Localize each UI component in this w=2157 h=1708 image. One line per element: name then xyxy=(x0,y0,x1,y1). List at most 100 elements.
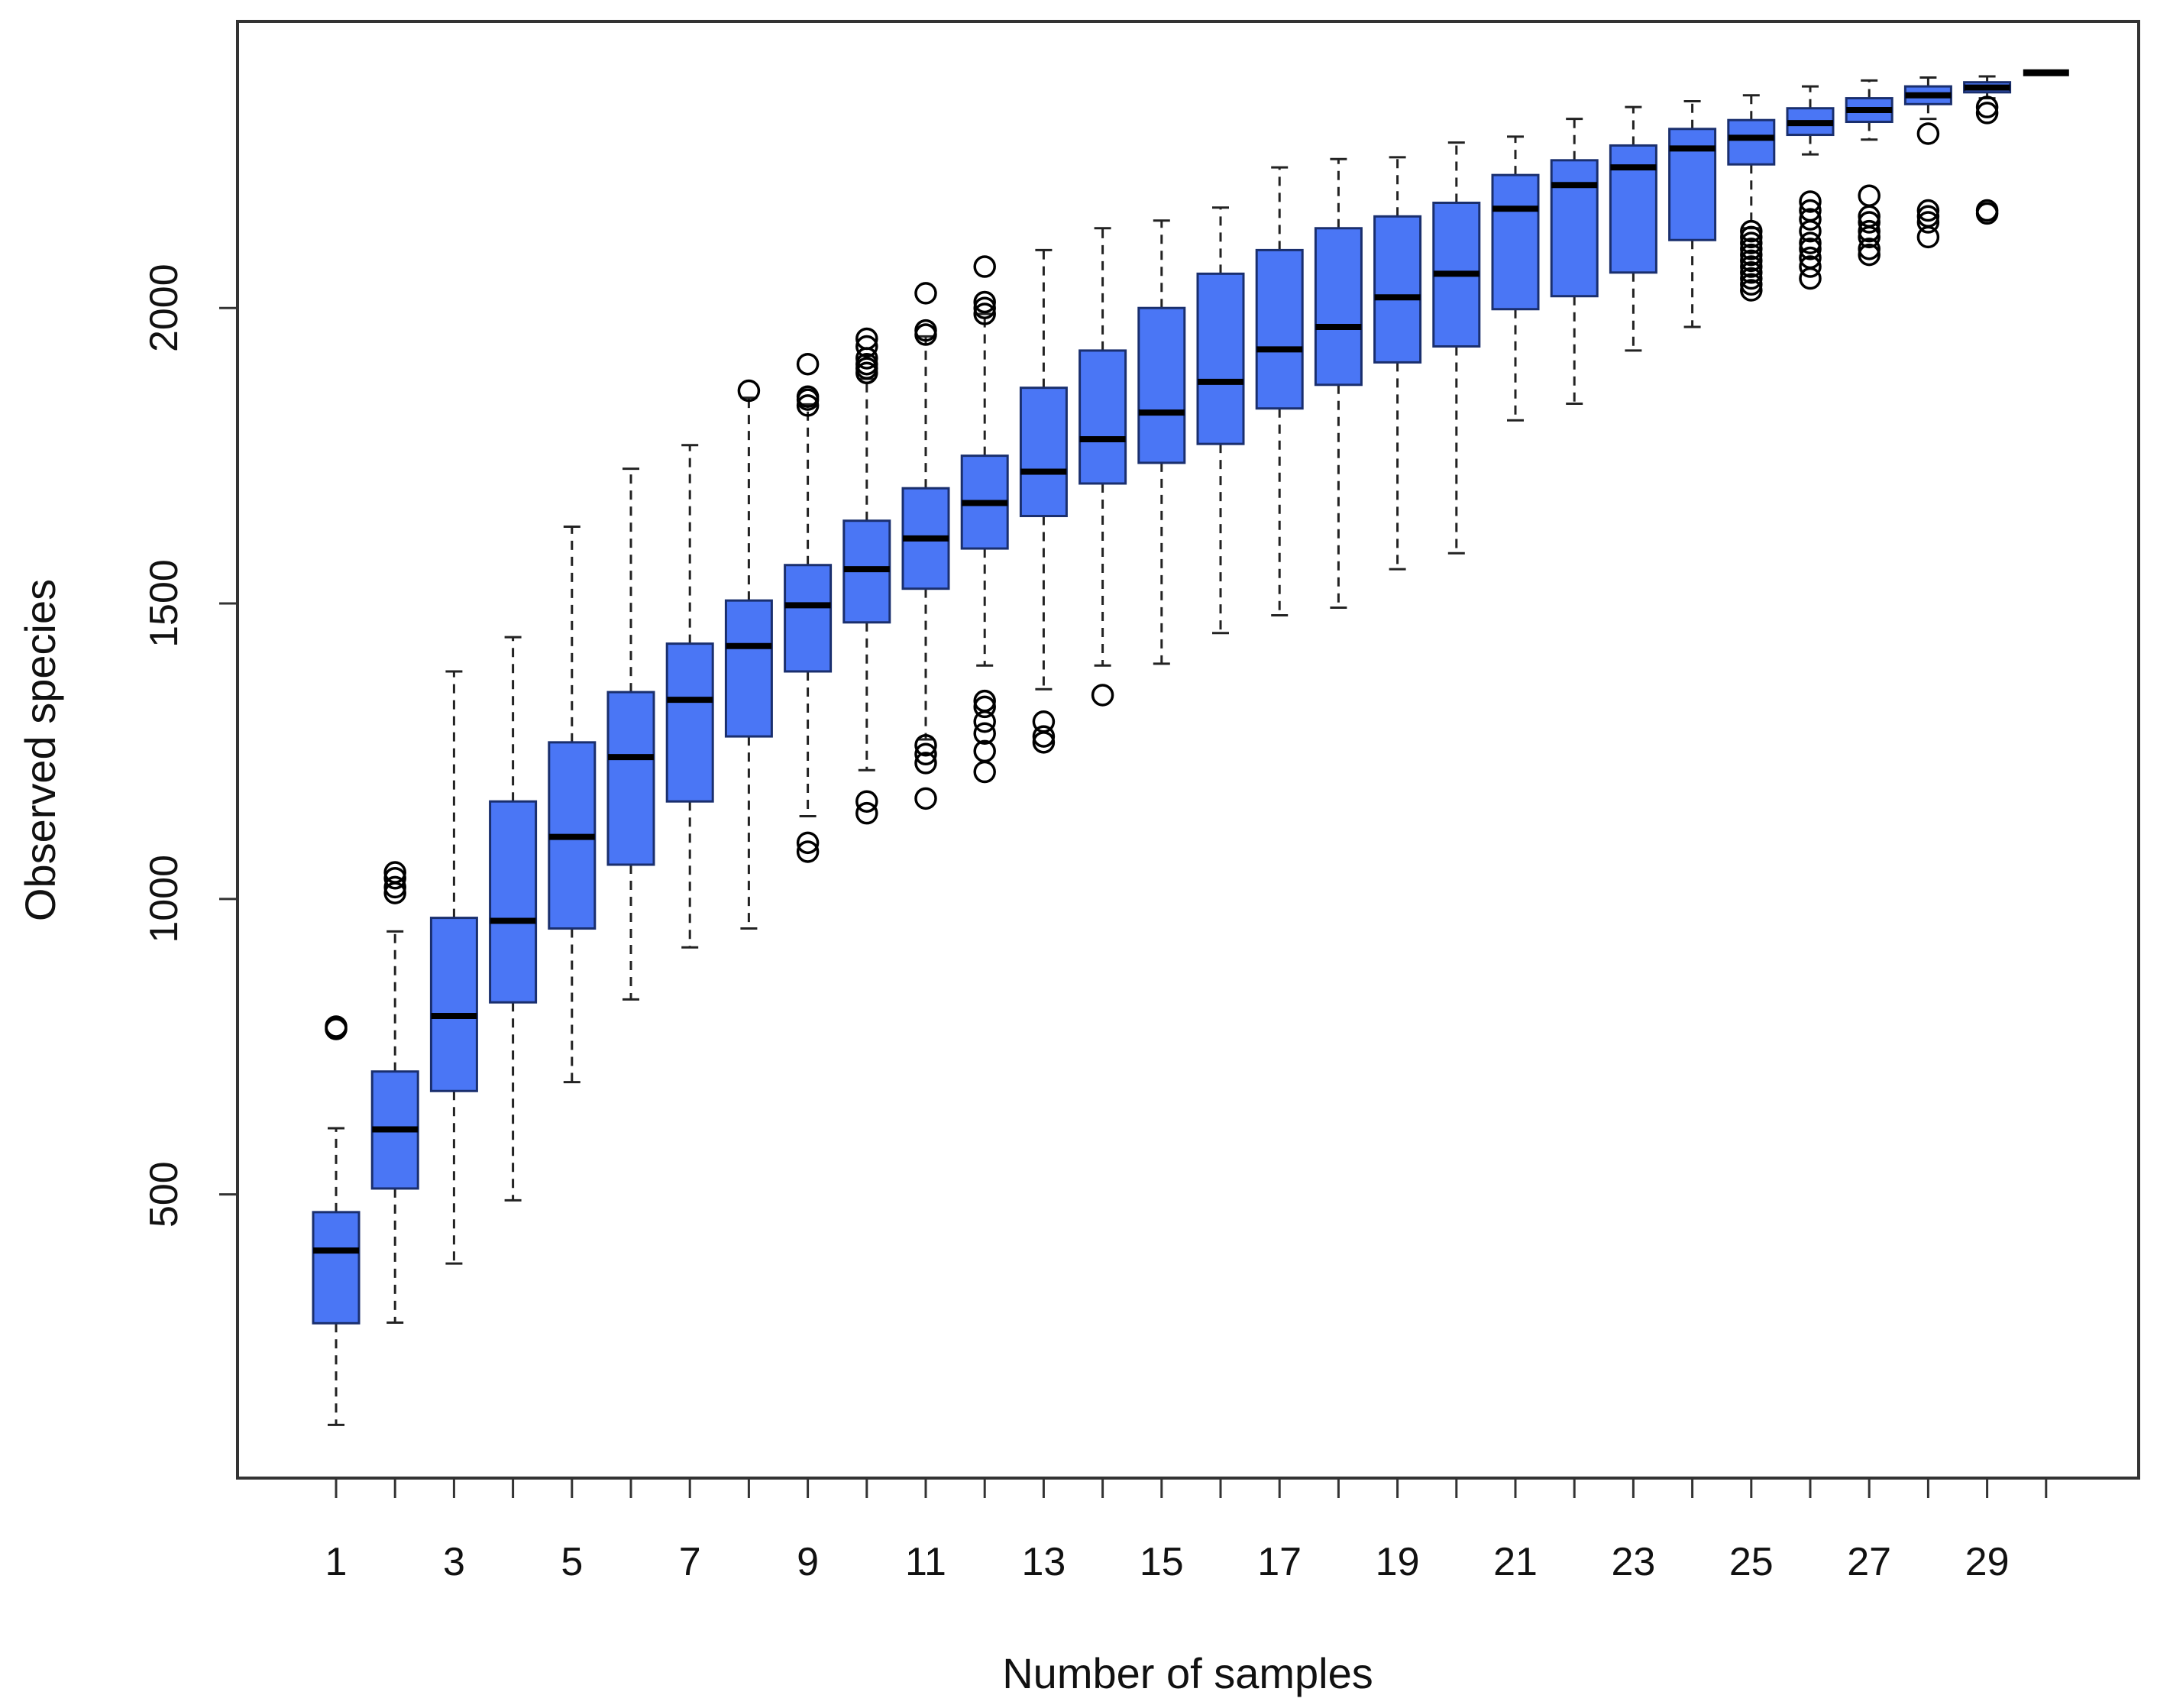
box-group-26 xyxy=(1786,85,1835,290)
outlier-point-25-1 xyxy=(1740,273,1763,296)
box-group-29 xyxy=(1963,75,2012,225)
outlier-point-10-6 xyxy=(855,335,878,358)
outlier-point-25-10 xyxy=(1740,219,1763,243)
box-group-9 xyxy=(784,352,833,863)
box-group-22 xyxy=(1550,118,1599,406)
box-group-18 xyxy=(1314,157,1363,609)
box-group-4 xyxy=(489,636,538,1202)
outlier-point-26-6 xyxy=(1799,208,1822,231)
outlier-point-9-1 xyxy=(796,831,820,855)
outlier-point-11-5 xyxy=(914,319,937,342)
box-group-27 xyxy=(1845,79,1893,267)
outlier-point-9-0 xyxy=(796,840,820,863)
box-14 xyxy=(1078,349,1127,485)
outlier-point-28-2 xyxy=(1916,205,1940,228)
outlier-point-27-0 xyxy=(1858,243,1881,267)
y-axis-title: Observed species xyxy=(16,579,64,921)
outlier-point-12-6 xyxy=(973,302,996,325)
box-group-25 xyxy=(1727,94,1776,302)
outlier-point-27-4 xyxy=(1858,211,1881,234)
box-group-21 xyxy=(1491,135,1540,422)
outlier-point-2-2 xyxy=(383,867,406,890)
box-group-17 xyxy=(1255,166,1304,616)
box-7 xyxy=(665,642,714,803)
outlier-point-28-4 xyxy=(1916,122,1940,145)
outlier-point-11-0 xyxy=(914,787,937,810)
outlier-point-11-3 xyxy=(914,733,937,757)
box-4 xyxy=(489,800,538,1004)
outlier-point-8-0 xyxy=(737,379,761,403)
outlier-point-9-4 xyxy=(796,385,820,409)
outlier-point-25-3 xyxy=(1740,261,1763,284)
x-tick-label-9: 9 xyxy=(797,1540,819,1584)
x-tick-label-23: 23 xyxy=(1611,1540,1655,1584)
box-25 xyxy=(1727,118,1776,166)
outlier-point-29-2 xyxy=(1975,102,1999,125)
box-group-12 xyxy=(960,255,1009,784)
box-1 xyxy=(312,1211,361,1325)
box-8 xyxy=(724,599,773,738)
outlier-point-25-0 xyxy=(1740,279,1763,302)
box-group-6 xyxy=(606,467,655,1001)
box-21 xyxy=(1491,173,1540,311)
outlier-point-12-9 xyxy=(973,255,996,278)
x-tick-label-13: 13 xyxy=(1021,1540,1066,1584)
outlier-point-14-0 xyxy=(1091,684,1114,707)
box-group-15 xyxy=(1137,219,1186,665)
outlier-point-13-1 xyxy=(1032,725,1056,748)
outlier-point-26-7 xyxy=(1799,199,1822,222)
x-tick-label-5: 5 xyxy=(561,1540,583,1584)
outlier-point-12-5 xyxy=(973,689,996,713)
y-tick-label-500: 500 xyxy=(142,1161,186,1228)
outlier-point-12-0 xyxy=(973,760,996,784)
outlier-point-10-0 xyxy=(855,801,878,825)
outlier-point-25-4 xyxy=(1740,255,1763,278)
x-tick-label-29: 29 xyxy=(1965,1540,2010,1584)
outlier-point-25-8 xyxy=(1740,231,1763,254)
x-tick-label-27: 27 xyxy=(1847,1540,1891,1584)
box-group-10 xyxy=(842,327,891,825)
plot-frame xyxy=(236,20,2140,1480)
box-group-19 xyxy=(1373,156,1422,571)
outlier-point-9-5 xyxy=(796,352,820,376)
box-15 xyxy=(1137,306,1186,464)
x-tick-label-15: 15 xyxy=(1140,1540,1184,1584)
outlier-point-12-4 xyxy=(973,695,996,719)
box-3 xyxy=(429,917,478,1092)
box-17 xyxy=(1255,248,1304,410)
outlier-point-26-4 xyxy=(1799,231,1822,254)
outlier-point-1-1 xyxy=(325,1015,348,1038)
outlier-point-13-2 xyxy=(1032,710,1056,733)
outlier-point-26-1 xyxy=(1799,255,1822,278)
box-16 xyxy=(1196,272,1245,445)
box-group-23 xyxy=(1609,105,1657,352)
box-13 xyxy=(1019,387,1068,518)
outlier-point-12-7 xyxy=(973,296,996,319)
box-group-7 xyxy=(665,444,714,949)
box-group-5 xyxy=(548,525,597,1084)
outlier-point-10-7 xyxy=(855,327,878,351)
outlier-point-25-2 xyxy=(1740,267,1763,290)
outlier-point-26-0 xyxy=(1799,267,1822,290)
outlier-point-9-2 xyxy=(796,394,820,417)
x-tick-label-19: 19 xyxy=(1376,1540,1420,1584)
outlier-point-10-1 xyxy=(855,790,878,813)
box-group-8 xyxy=(724,379,773,930)
x-tick-label-25: 25 xyxy=(1729,1540,1774,1584)
box-9 xyxy=(784,564,833,673)
outlier-point-12-2 xyxy=(973,722,996,745)
box-group-28 xyxy=(1903,76,1952,249)
outlier-point-2-1 xyxy=(383,875,406,899)
outlier-point-27-6 xyxy=(1858,184,1881,207)
box-group-14 xyxy=(1078,227,1127,707)
outlier-point-12-8 xyxy=(973,290,996,314)
box-18 xyxy=(1314,227,1363,387)
box-group-16 xyxy=(1196,206,1245,635)
x-axis-title: Number of samples xyxy=(1002,1649,1373,1697)
x-tick-label-17: 17 xyxy=(1257,1540,1302,1584)
x-tick-label-11: 11 xyxy=(905,1540,946,1584)
x-tick-label-7: 7 xyxy=(679,1540,701,1584)
box-group-13 xyxy=(1019,248,1068,754)
outlier-point-28-1 xyxy=(1916,211,1940,234)
